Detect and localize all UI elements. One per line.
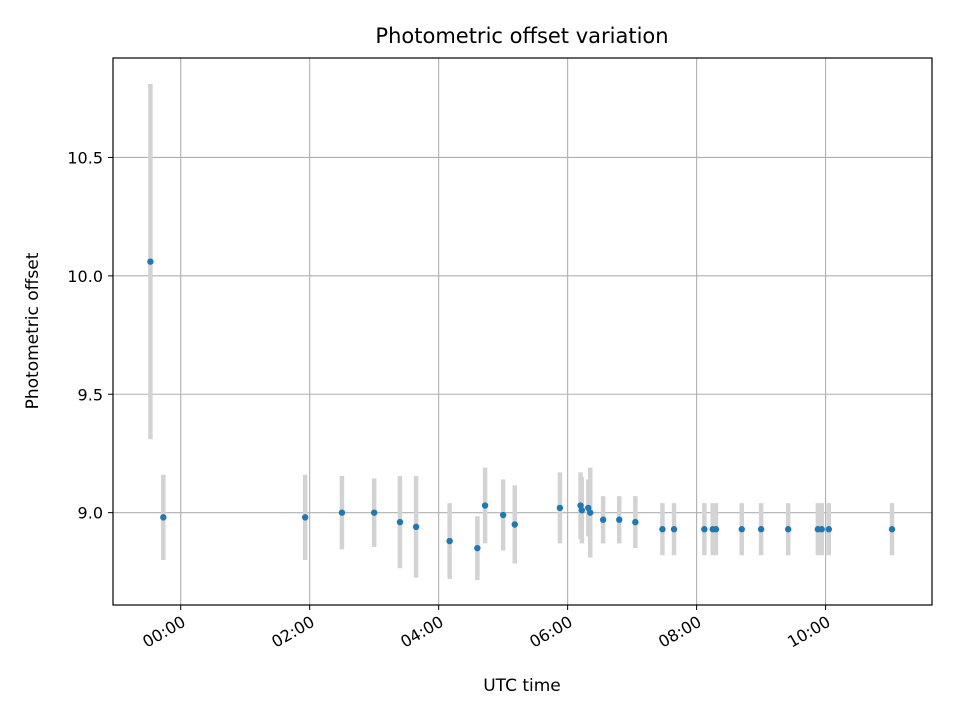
data-point bbox=[474, 544, 481, 552]
data-point bbox=[301, 514, 309, 521]
data-point bbox=[825, 526, 833, 533]
data-point bbox=[632, 518, 639, 526]
data-point bbox=[578, 507, 586, 514]
data-point bbox=[147, 258, 154, 265]
data-point bbox=[888, 526, 896, 533]
data-point bbox=[412, 523, 420, 531]
y-axis-ticks: 9.0 9.5 10.0 10.5 bbox=[67, 148, 113, 523]
y-tick-label: 10.5 bbox=[67, 148, 103, 167]
data-point bbox=[616, 516, 623, 523]
y-tick-label: 10.0 bbox=[67, 267, 103, 286]
data-point bbox=[738, 526, 745, 533]
data-point bbox=[712, 526, 720, 533]
data-point bbox=[499, 511, 507, 519]
grid bbox=[113, 58, 932, 605]
y-axis-label: Photometric offset bbox=[23, 252, 43, 409]
x-axis-label: UTC time bbox=[483, 676, 561, 696]
plot-frame bbox=[112, 57, 933, 606]
data-point bbox=[370, 509, 378, 516]
data-point bbox=[396, 518, 404, 526]
data-point bbox=[481, 502, 489, 509]
data-point bbox=[556, 504, 564, 512]
data-point bbox=[757, 526, 765, 533]
data-point bbox=[338, 509, 346, 516]
data-point bbox=[511, 521, 518, 528]
data-point bbox=[160, 514, 167, 521]
data-point bbox=[599, 516, 607, 523]
y-tick-label: 9.5 bbox=[78, 385, 103, 404]
data-point bbox=[659, 526, 666, 533]
data-point bbox=[784, 526, 792, 533]
data-points bbox=[147, 258, 896, 552]
data-point bbox=[818, 526, 825, 533]
data-point bbox=[701, 526, 708, 533]
data-point bbox=[670, 526, 678, 533]
chart-title: Photometric offset variation bbox=[375, 24, 668, 48]
data-point bbox=[587, 509, 594, 516]
data-point bbox=[446, 537, 453, 545]
y-tick-label: 9.0 bbox=[78, 504, 103, 523]
